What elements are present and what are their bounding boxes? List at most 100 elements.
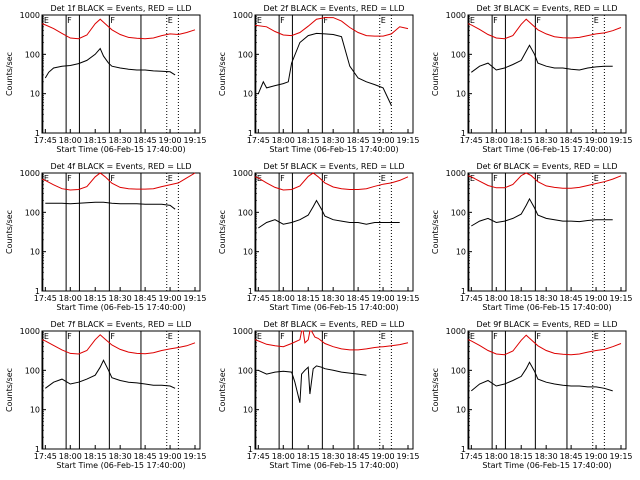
y-tick-label: 10 <box>456 90 466 99</box>
x-tick-label: 19:00 <box>585 452 608 461</box>
panel-title: Det 7f BLACK = Events, RED = LLD <box>50 320 191 329</box>
marker-label: F <box>280 16 285 25</box>
x-tick-label: 17:45 <box>460 136 483 145</box>
x-tick-label: 18:45 <box>347 452 370 461</box>
y-axis-label: Counts/sec <box>5 210 14 254</box>
series-line-events <box>471 44 613 73</box>
x-tick-label: 18:00 <box>272 294 295 303</box>
y-tick-label: 1 <box>461 129 466 138</box>
x-tick-label: 18:15 <box>297 452 320 461</box>
panel-title: Det 6f BLACK = Events, RED = LLD <box>476 162 617 171</box>
series-line-events <box>257 32 392 106</box>
y-tick-label: 100 <box>238 50 253 59</box>
marker-label: E <box>594 174 599 183</box>
marker-label: E <box>168 16 173 25</box>
marker-label: E <box>44 332 49 341</box>
panel-title: Det 9f BLACK = Events, RED = LLD <box>476 320 617 329</box>
x-tick-label: 18:15 <box>510 452 533 461</box>
x-tick-label: 19:15 <box>396 294 419 303</box>
series-line-lld <box>254 172 409 191</box>
x-tick-label: 19:15 <box>183 136 206 145</box>
marker-label: F <box>67 16 72 25</box>
marker-label: F <box>67 332 72 341</box>
series-line-lld <box>467 18 622 40</box>
panel-title: Det 8f BLACK = Events, RED = LLD <box>263 320 404 329</box>
y-tick-label: 100 <box>25 366 40 375</box>
x-tick-label: 18:00 <box>272 452 295 461</box>
x-axis-label: Start Time (06-Feb-15 17:40:00) <box>56 303 185 312</box>
marker-label: E <box>470 16 475 25</box>
plot-frame <box>41 14 201 134</box>
x-tick-label: 18:45 <box>134 136 157 145</box>
y-tick-label: 1000 <box>20 327 40 336</box>
y-tick-label: 1000 <box>233 169 253 178</box>
x-tick-label: 18:00 <box>59 452 82 461</box>
series-line-lld <box>467 172 622 189</box>
plot-frame <box>467 14 627 134</box>
x-tick-label: 19:15 <box>183 294 206 303</box>
marker-label: F <box>323 332 328 341</box>
x-tick-label: 18:15 <box>510 294 533 303</box>
marker-label: F <box>323 174 328 183</box>
marker-label: F <box>110 174 115 183</box>
x-tick-label: 18:00 <box>485 136 508 145</box>
marker-label: E <box>470 332 475 341</box>
series-line-events <box>471 197 613 227</box>
series-line-lld <box>41 172 196 191</box>
x-tick-label: 18:00 <box>272 136 295 145</box>
marker-label: F <box>67 174 72 183</box>
marker-label: F <box>280 174 285 183</box>
marker-label: F <box>493 16 498 25</box>
x-tick-label: 18:15 <box>297 136 320 145</box>
marker-label: F <box>536 332 541 341</box>
marker-label: F <box>536 16 541 25</box>
y-tick-label: 100 <box>451 366 466 375</box>
plot-frame <box>254 14 414 134</box>
plot-frame <box>254 172 414 292</box>
y-tick-label: 10 <box>30 248 40 257</box>
x-tick-label: 18:30 <box>322 452 345 461</box>
marker-label: E <box>168 174 173 183</box>
y-tick-label: 100 <box>451 208 466 217</box>
marker-label: F <box>493 332 498 341</box>
series-line-lld <box>41 334 196 355</box>
y-axis-label: Counts/sec <box>218 210 227 254</box>
y-tick-label: 1000 <box>446 11 466 20</box>
marker-label: F <box>536 174 541 183</box>
x-tick-label: 18:15 <box>297 294 320 303</box>
y-axis-label: Counts/sec <box>431 210 440 254</box>
x-tick-label: 18:00 <box>59 294 82 303</box>
marker-label: F <box>110 332 115 341</box>
series-line-events <box>45 359 176 389</box>
y-tick-label: 1 <box>461 287 466 296</box>
x-tick-label: 18:00 <box>485 452 508 461</box>
x-tick-label: 19:15 <box>396 136 419 145</box>
series-line-events <box>44 47 176 79</box>
marker-label: E <box>44 16 49 25</box>
marker-label: F <box>280 332 285 341</box>
marker-label: E <box>381 332 386 341</box>
x-tick-label: 18:15 <box>510 136 533 145</box>
plot-frame <box>467 330 627 450</box>
y-tick-label: 100 <box>25 208 40 217</box>
x-tick-label: 17:45 <box>247 294 270 303</box>
marker-label: E <box>44 174 49 183</box>
x-tick-label: 19:00 <box>585 294 608 303</box>
x-tick-label: 18:45 <box>347 294 370 303</box>
series-line-events <box>45 201 176 210</box>
x-tick-label: 18:00 <box>59 136 82 145</box>
y-axis-label: Counts/sec <box>431 52 440 96</box>
x-tick-label: 18:30 <box>109 136 132 145</box>
x-tick-label: 18:30 <box>535 294 558 303</box>
marker-label: F <box>493 174 498 183</box>
x-tick-label: 19:00 <box>372 136 395 145</box>
y-tick-label: 1000 <box>233 11 253 20</box>
x-axis-label: Start Time (06-Feb-15 17:40:00) <box>482 145 611 154</box>
panel-title: Det 1f BLACK = Events, RED = LLD <box>50 4 191 13</box>
series-line-events <box>258 365 367 403</box>
x-tick-label: 18:30 <box>322 136 345 145</box>
x-tick-label: 19:15 <box>609 452 632 461</box>
y-tick-label: 10 <box>30 90 40 99</box>
panel-title: Det 2f BLACK = Events, RED = LLD <box>263 4 404 13</box>
series-line-events <box>470 361 613 392</box>
